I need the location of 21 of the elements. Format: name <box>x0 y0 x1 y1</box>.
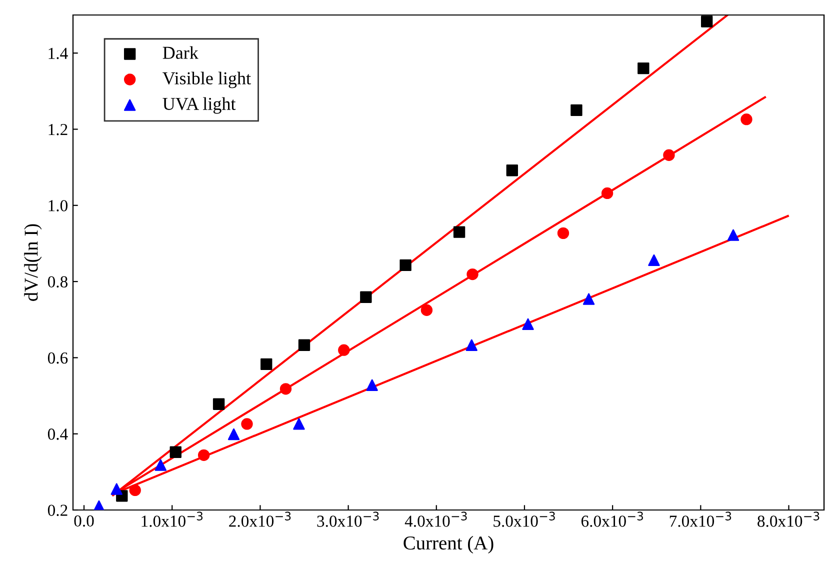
x-tick-label: 2.0x10$^{−3}$ <box>229 512 291 527</box>
x-tick-label: 5.0x10$^{−3}$ <box>494 512 555 527</box>
x-axis-title: Current (A) <box>404 536 494 554</box>
y-tick-label: 1.2 <box>48 124 68 136</box>
y-tick-label: 0.4 <box>48 428 68 440</box>
x-tick-label: 8.0x10$^{−3}$ <box>758 512 820 527</box>
x-tick-label: 3.0x10$^{−3}$ <box>317 512 379 527</box>
x-tick-label: 0.0 <box>74 515 94 527</box>
x-tick-label: 4.0x10$^{−3}$ <box>404 512 467 527</box>
legend-label: Visible light <box>162 72 251 88</box>
y-axis-title: dV/d(ln I) <box>24 224 42 301</box>
y-tick-label: 0.8 <box>48 276 68 288</box>
y-tick-label: 0.6 <box>48 352 68 364</box>
x-tick-label: 7.0x10$^{−3}$ <box>670 512 732 527</box>
y-tick-label: 1.0 <box>48 200 68 212</box>
y-tick-label: 1.4 <box>48 48 68 60</box>
y-tick-label: 0.2 <box>48 504 68 516</box>
x-tick-label: 1.0x10$^{−3}$ <box>142 512 203 527</box>
legend-label: Dark <box>162 46 198 59</box>
legend-label: UVA light <box>162 97 236 114</box>
x-tick-label: 6.0x10$^{−3}$ <box>581 512 643 527</box>
